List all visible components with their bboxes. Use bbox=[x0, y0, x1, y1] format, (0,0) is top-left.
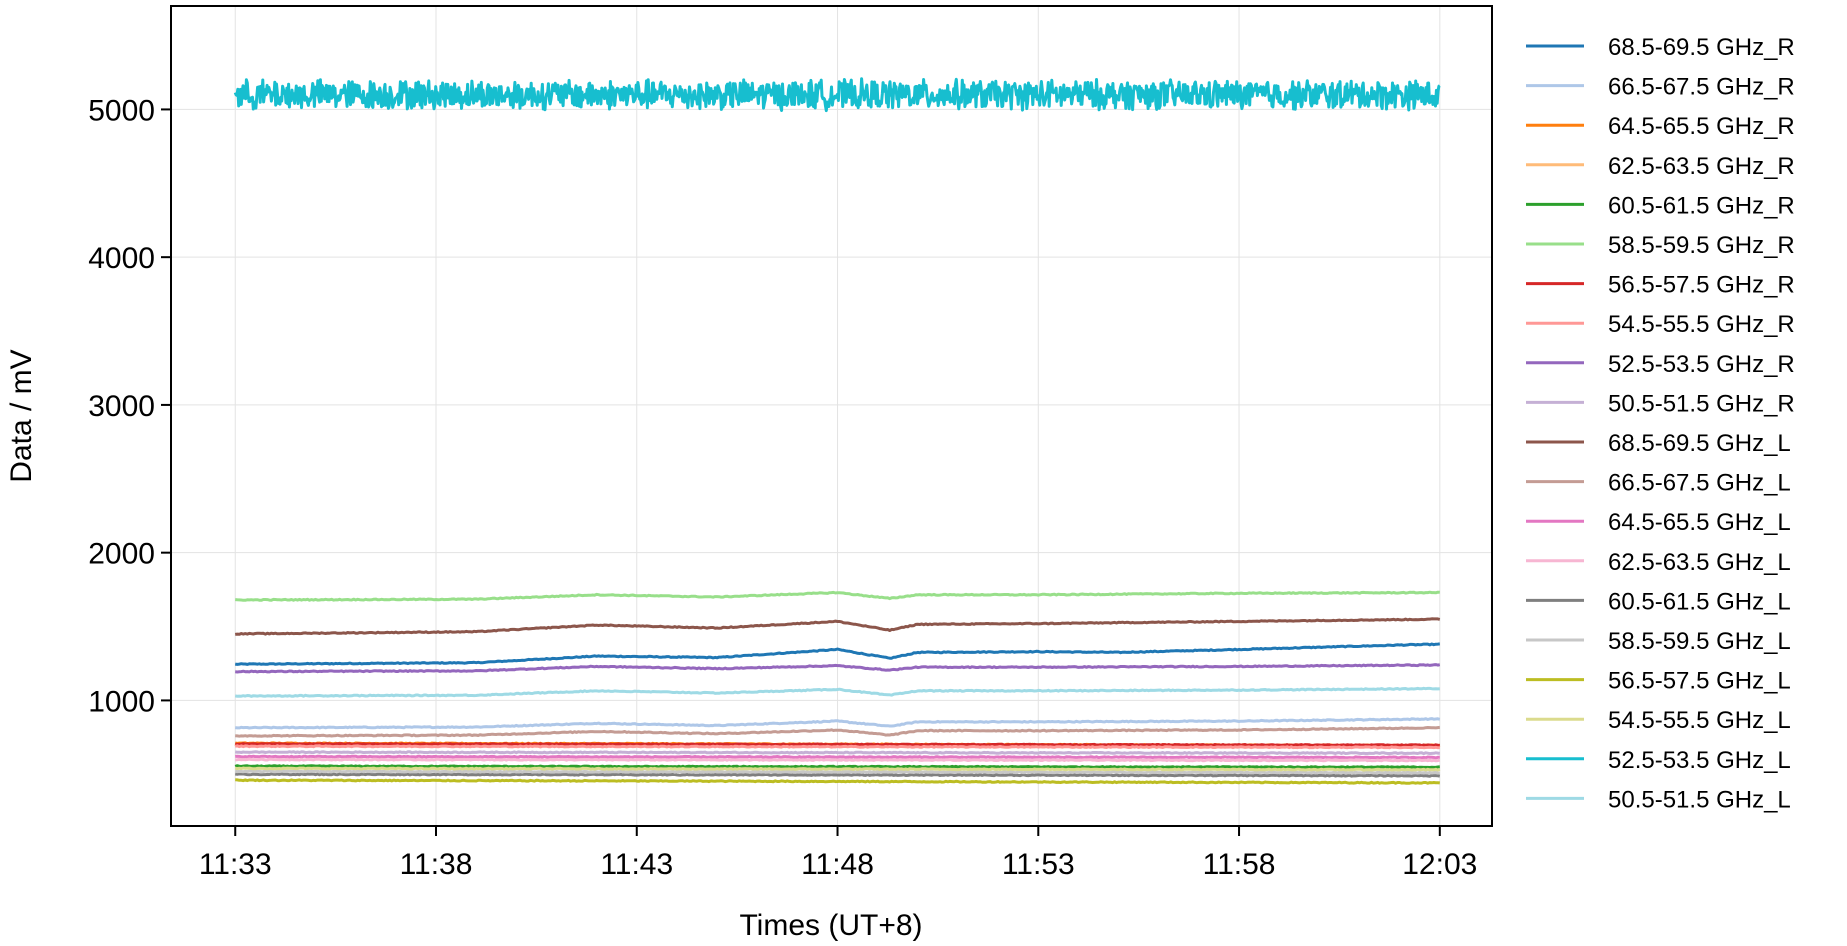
legend-label: 60.5-61.5 GHz_L bbox=[1608, 588, 1791, 615]
series-line-12 bbox=[235, 725, 1440, 738]
x-tick-label: 12:03 bbox=[1402, 848, 1477, 881]
x-axis-ticks: 11:33 11:38 11:43 11:48 11:53 11:58 12:03 bbox=[199, 826, 1477, 881]
series-line-5 bbox=[234, 764, 1440, 770]
series-line-16 bbox=[235, 769, 1440, 775]
legend-label: 58.5-59.5 GHz_L bbox=[1608, 628, 1791, 655]
legend-label: 60.5-61.5 GHz_R bbox=[1608, 192, 1795, 219]
x-tick-label: 11:43 bbox=[600, 848, 673, 881]
x-tick-label: 11:53 bbox=[1002, 848, 1075, 881]
legend-label: 68.5-69.5 GHz_L bbox=[1608, 430, 1791, 457]
plot-frame bbox=[170, 5, 1493, 827]
legend-label: 62.5-63.5 GHz_L bbox=[1608, 549, 1791, 576]
series-line-7 bbox=[234, 742, 1440, 748]
x-tick-label: 11:58 bbox=[1203, 848, 1276, 881]
legend-label: 66.5-67.5 GHz_L bbox=[1608, 470, 1791, 497]
legend-label: 52.5-53.5 GHz_R bbox=[1608, 351, 1795, 378]
legend-label: 50.5-51.5 GHz_R bbox=[1608, 390, 1795, 417]
series-line-1 bbox=[234, 642, 1440, 666]
legend-label: 66.5-67.5 GHz_R bbox=[1608, 74, 1795, 101]
legend-label: 56.5-57.5 GHz_L bbox=[1608, 668, 1791, 695]
x-tick-label: 11:33 bbox=[199, 848, 272, 881]
legend-label: 62.5-63.5 GHz_R bbox=[1608, 153, 1795, 180]
legend-label: 56.5-57.5 GHz_R bbox=[1608, 272, 1795, 299]
x-axis-label: Times (UT+8) bbox=[739, 909, 922, 941]
series-line-10 bbox=[234, 750, 1441, 756]
y-axis-ticks: 1000 2000 3000 4000 5000 bbox=[88, 94, 171, 718]
series-line-15 bbox=[234, 772, 1441, 778]
series-line-17 bbox=[235, 778, 1440, 785]
series-line-20 bbox=[234, 686, 1440, 698]
series-line-6 bbox=[235, 590, 1440, 602]
series-lines bbox=[233, 77, 1441, 785]
y-tick-label: 2000 bbox=[88, 538, 155, 571]
series-line-18 bbox=[234, 766, 1441, 772]
series-line-13 bbox=[235, 754, 1440, 760]
x-tick-label: 11:38 bbox=[400, 848, 473, 881]
y-tick-label: 4000 bbox=[88, 242, 155, 275]
y-axis-label: Data / mV bbox=[5, 349, 38, 482]
y-tick-label: 1000 bbox=[88, 685, 155, 718]
legend-label: 52.5-53.5 GHz_L bbox=[1608, 747, 1791, 774]
legend-label: 58.5-59.5 GHz_R bbox=[1608, 232, 1795, 259]
legend-label: 54.5-55.5 GHz_L bbox=[1608, 707, 1791, 734]
y-tick-label: 5000 bbox=[88, 94, 155, 127]
series-line-14 bbox=[235, 757, 1441, 763]
series-line-2 bbox=[234, 717, 1441, 730]
y-tick-label: 3000 bbox=[88, 390, 155, 423]
series-line-19 bbox=[233, 77, 1441, 113]
legend-label: 68.5-69.5 GHz_R bbox=[1608, 34, 1795, 61]
series-line-11 bbox=[234, 617, 1441, 636]
x-tick-label: 11:48 bbox=[801, 848, 874, 881]
series-line-9 bbox=[235, 663, 1441, 674]
legend-label: 50.5-51.5 GHz_L bbox=[1608, 786, 1791, 813]
legend-label: 54.5-55.5 GHz_R bbox=[1608, 311, 1795, 338]
grid bbox=[171, 6, 1492, 826]
legend: 68.5-69.5 GHz_R 66.5-67.5 GHz_R 64.5-65.5 … bbox=[1526, 34, 1795, 813]
series-line-8 bbox=[234, 744, 1440, 750]
legend-label: 64.5-65.5 GHz_R bbox=[1608, 113, 1795, 140]
legend-label: 64.5-65.5 GHz_L bbox=[1608, 509, 1791, 536]
